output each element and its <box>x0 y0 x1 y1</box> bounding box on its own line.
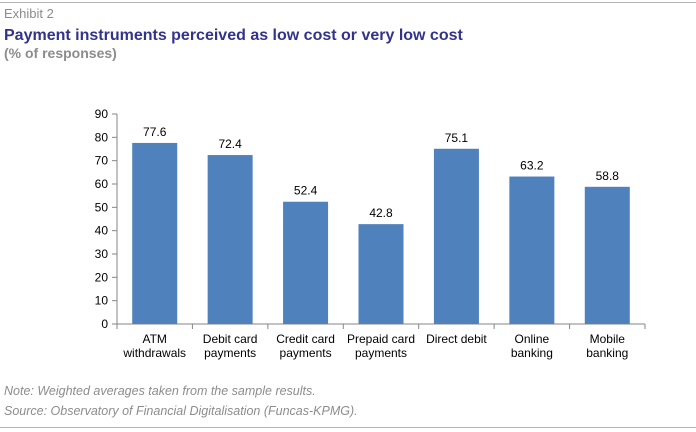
value-label: 77.6 <box>143 125 167 139</box>
y-tick-label: 10 <box>95 294 109 308</box>
footnote: Note: Weighted averages taken from the s… <box>4 384 316 398</box>
category-label: banking <box>511 346 553 360</box>
value-label: 75.1 <box>445 131 469 145</box>
exhibit-label: Exhibit 2 <box>4 6 54 21</box>
y-tick-label: 20 <box>95 270 109 284</box>
bar <box>433 148 479 324</box>
chart-title: Payment instruments perceived as low cos… <box>4 27 463 44</box>
value-label: 58.8 <box>596 169 620 183</box>
y-axis: 0 10 20 30 40 50 60 70 80 90 <box>95 107 118 331</box>
y-tick-label: 90 <box>95 107 109 121</box>
category-label: Prepaid card <box>347 332 415 346</box>
value-label: 42.8 <box>369 206 393 220</box>
y-tick-label: 40 <box>95 224 109 238</box>
value-label: 72.4 <box>218 137 242 151</box>
category-label: payments <box>355 346 407 360</box>
y-tick-label: 0 <box>101 317 108 331</box>
category-label: Online <box>515 332 550 346</box>
bar <box>283 201 329 324</box>
category-label: Direct debit <box>426 332 487 346</box>
category-label: payments <box>204 346 256 360</box>
bars: 77.6 72.4 52.4 42.8 75.1 63.2 58.8 <box>132 125 630 324</box>
source-note: Source: Observatory of Financial Digital… <box>4 404 358 418</box>
category-label: Credit card <box>276 332 335 346</box>
y-tick-label: 80 <box>95 130 109 144</box>
bar <box>509 176 555 324</box>
y-tick-label: 60 <box>95 177 109 191</box>
category-label: withdrawals <box>122 346 186 360</box>
bar <box>132 142 178 324</box>
bar <box>358 224 404 324</box>
value-label: 52.4 <box>294 184 318 198</box>
bar <box>584 186 630 324</box>
category-label: Debit card <box>203 332 258 346</box>
value-label: 63.2 <box>520 159 544 173</box>
category-label: Mobile <box>590 332 626 346</box>
bottom-rule <box>0 427 696 428</box>
top-rule <box>0 2 696 3</box>
y-tick-label: 30 <box>95 247 109 261</box>
y-tick-label: 50 <box>95 200 109 214</box>
bar <box>207 155 253 324</box>
y-tick-label: 70 <box>95 154 109 168</box>
category-label: payments <box>280 346 332 360</box>
category-label: banking <box>586 346 628 360</box>
category-label: ATM <box>142 332 166 346</box>
chart-subtitle: (% of responses) <box>4 45 117 61</box>
